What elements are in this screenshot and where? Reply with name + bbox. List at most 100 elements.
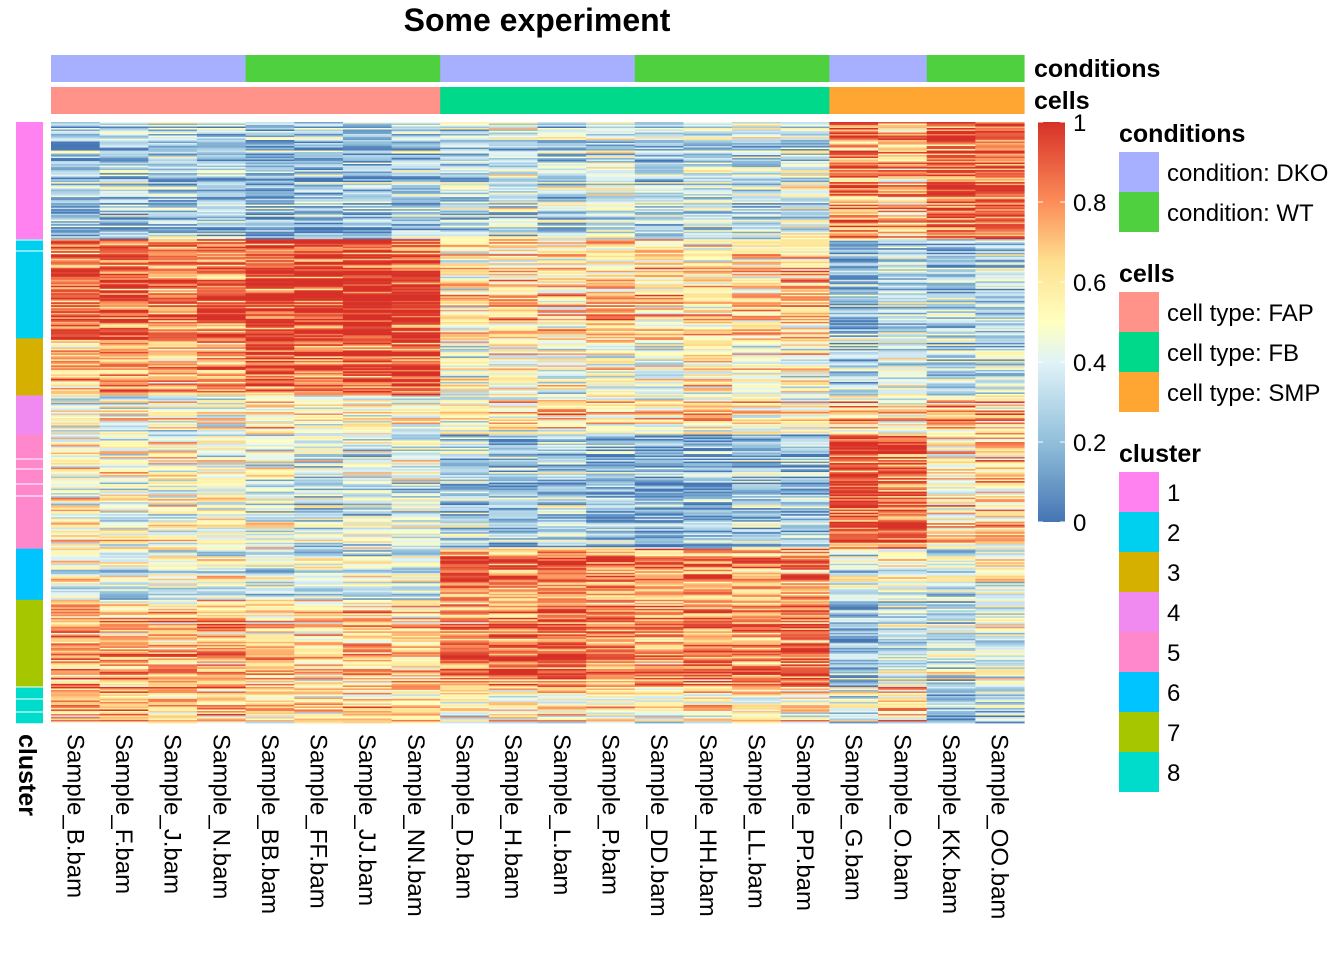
heatmap-cell xyxy=(488,309,539,312)
heatmap-cell xyxy=(51,248,101,251)
heatmap-cell xyxy=(634,183,685,186)
heatmap-cell xyxy=(732,387,782,390)
heatmap-cell xyxy=(440,475,490,477)
heatmap-cell xyxy=(537,318,587,321)
heatmap-cell xyxy=(683,372,733,375)
heatmap-cell xyxy=(683,177,733,180)
heatmap-cell xyxy=(440,177,490,180)
heatmap-cell xyxy=(51,206,101,209)
heatmap-cell xyxy=(245,261,295,264)
heatmap-cell xyxy=(342,487,393,490)
heatmap-cell xyxy=(683,461,733,464)
heatmap-cell xyxy=(878,300,928,303)
heatmap-cell xyxy=(391,390,441,393)
heatmap-cell xyxy=(780,144,830,147)
heatmap-cell xyxy=(99,213,149,216)
heatmap-cell xyxy=(342,231,393,234)
heatmap-cell xyxy=(683,375,733,378)
heatmap-cell xyxy=(683,261,733,264)
heatmap-cell xyxy=(488,318,539,321)
heatmap-cell xyxy=(440,448,490,450)
heatmap-cell xyxy=(99,231,149,234)
heatmap-cell xyxy=(99,194,149,197)
heatmap-cell xyxy=(440,419,490,422)
heatmap-cell xyxy=(148,463,198,465)
heatmap-cell xyxy=(488,378,539,381)
heatmap-cell xyxy=(51,420,101,423)
heatmap-cell xyxy=(732,436,782,438)
heatmap-cell xyxy=(586,131,636,133)
heatmap-cell xyxy=(196,347,247,350)
heatmap-cell xyxy=(196,380,247,383)
heatmap-cell xyxy=(829,372,879,375)
heatmap-cell xyxy=(878,219,928,222)
heatmap-cell xyxy=(51,311,101,314)
heatmap-cell xyxy=(975,141,1025,144)
heatmap-cell xyxy=(196,333,247,336)
heatmap-cell xyxy=(634,186,685,189)
heatmap-cell xyxy=(537,348,587,351)
heatmap-cell xyxy=(440,329,490,332)
heatmap-cell xyxy=(537,272,587,275)
heatmap-cell xyxy=(926,381,976,384)
heatmap-cell xyxy=(634,207,685,210)
heatmap-cell xyxy=(99,279,149,282)
heatmap-cell xyxy=(148,348,198,351)
heatmap-cell xyxy=(634,171,685,174)
heatmap-cell xyxy=(537,455,587,458)
heatmap-cell xyxy=(488,390,539,393)
heatmap-cell xyxy=(878,273,928,276)
heatmap-cell xyxy=(829,230,879,233)
heatmap-cell xyxy=(488,451,539,453)
heatmap-cell xyxy=(537,207,587,210)
heatmap-cell xyxy=(537,365,587,368)
heatmap-cell xyxy=(148,206,198,209)
heatmap-cell xyxy=(342,276,393,279)
heatmap-cell xyxy=(586,291,636,294)
heatmap-cell xyxy=(586,360,636,363)
heatmap-cell xyxy=(51,188,101,191)
heatmap-cell xyxy=(342,255,393,258)
heatmap-cell xyxy=(732,351,782,354)
heatmap-cell xyxy=(926,324,976,327)
heatmap-cell xyxy=(829,164,879,166)
heatmap-cell xyxy=(878,380,928,383)
heatmap-cell xyxy=(732,237,782,240)
heatmap-cell xyxy=(537,278,587,281)
heatmap-cell xyxy=(975,234,1025,237)
heatmap-cell xyxy=(342,267,393,270)
heatmap-cell xyxy=(878,398,928,401)
heatmap-cell xyxy=(732,323,782,326)
heatmap-cell xyxy=(196,176,247,178)
heatmap-cell xyxy=(440,442,490,444)
heatmap-cell xyxy=(440,134,490,136)
heatmap-cell xyxy=(537,141,587,144)
heatmap-cell xyxy=(780,475,830,477)
heatmap-cell xyxy=(99,300,149,303)
heatmap-cell xyxy=(196,317,247,320)
heatmap-cell xyxy=(537,225,587,228)
heatmap-cell xyxy=(537,287,587,290)
heatmap-cell xyxy=(634,470,685,473)
heatmap-cell xyxy=(586,141,636,144)
heatmap-cell xyxy=(51,320,101,323)
heatmap-cell xyxy=(99,224,149,227)
heatmap-cell xyxy=(99,424,149,426)
heatmap-cell xyxy=(245,155,295,157)
heatmap-cell xyxy=(99,282,149,285)
heatmap-cell xyxy=(196,437,247,440)
heatmap-cell xyxy=(926,177,976,180)
heatmap-cell xyxy=(440,393,490,396)
heatmap-cell xyxy=(634,451,685,453)
heatmap-cell xyxy=(51,185,101,188)
heatmap-cell xyxy=(634,240,685,243)
heatmap-cell xyxy=(732,464,782,467)
heatmap-cell xyxy=(878,431,928,434)
heatmap-cell xyxy=(683,182,733,185)
heatmap-cell xyxy=(342,309,393,312)
heatmap-cell xyxy=(391,419,441,422)
heatmap-cell xyxy=(196,267,247,270)
heatmap-cell xyxy=(391,296,441,299)
heatmap-cell xyxy=(926,167,976,169)
heatmap-cell xyxy=(926,360,976,363)
